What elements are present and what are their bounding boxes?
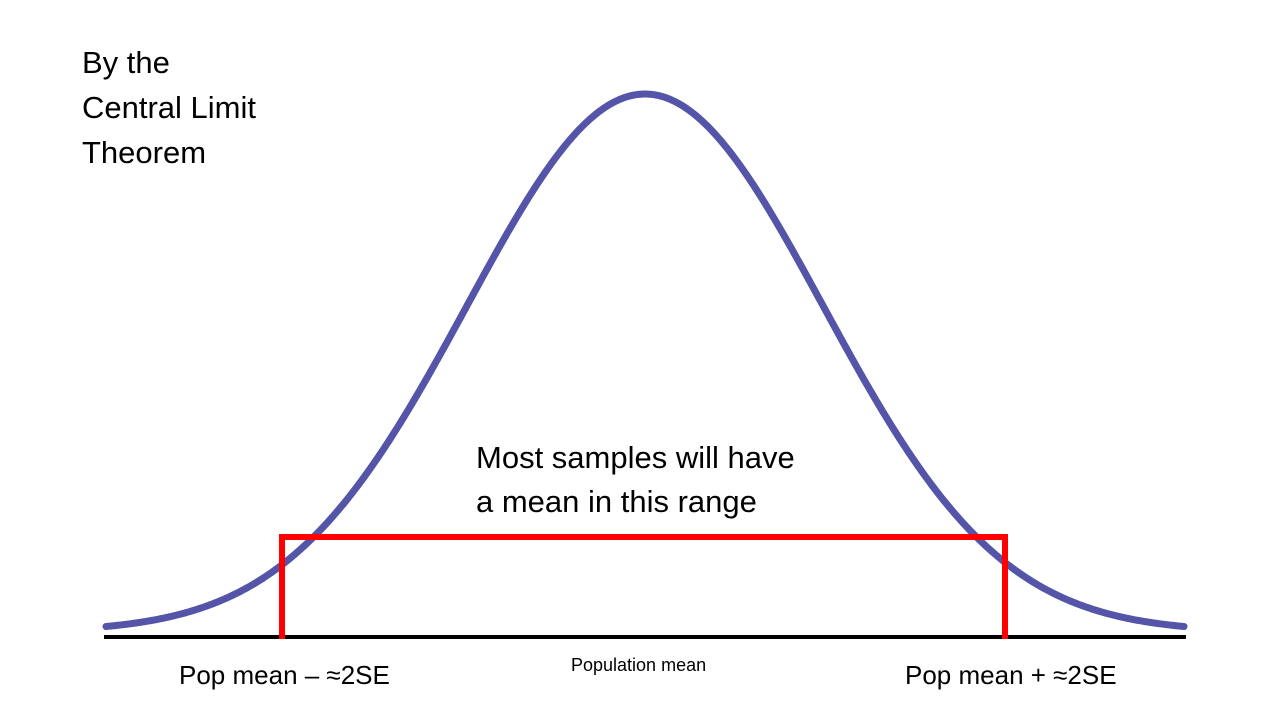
callout-line-1: Most samples will have <box>476 440 795 475</box>
lower-bound-label: Pop mean – ≈2SE <box>179 660 390 690</box>
range-bracket <box>279 534 1008 639</box>
range-callout: Most samples will have a mean in this ra… <box>476 436 795 524</box>
title-line-2: Central Limit <box>82 90 256 125</box>
callout-line-2: a mean in this range <box>476 484 757 519</box>
title-line-1: By the <box>82 45 170 80</box>
title-line-3: Theorem <box>82 135 207 170</box>
upper-bound-label: Pop mean + ≈2SE <box>905 660 1117 690</box>
bell-curve <box>102 90 1188 631</box>
slide-title: By the Central Limit Theorem <box>82 40 256 175</box>
population-mean-label: Population mean <box>571 655 707 675</box>
